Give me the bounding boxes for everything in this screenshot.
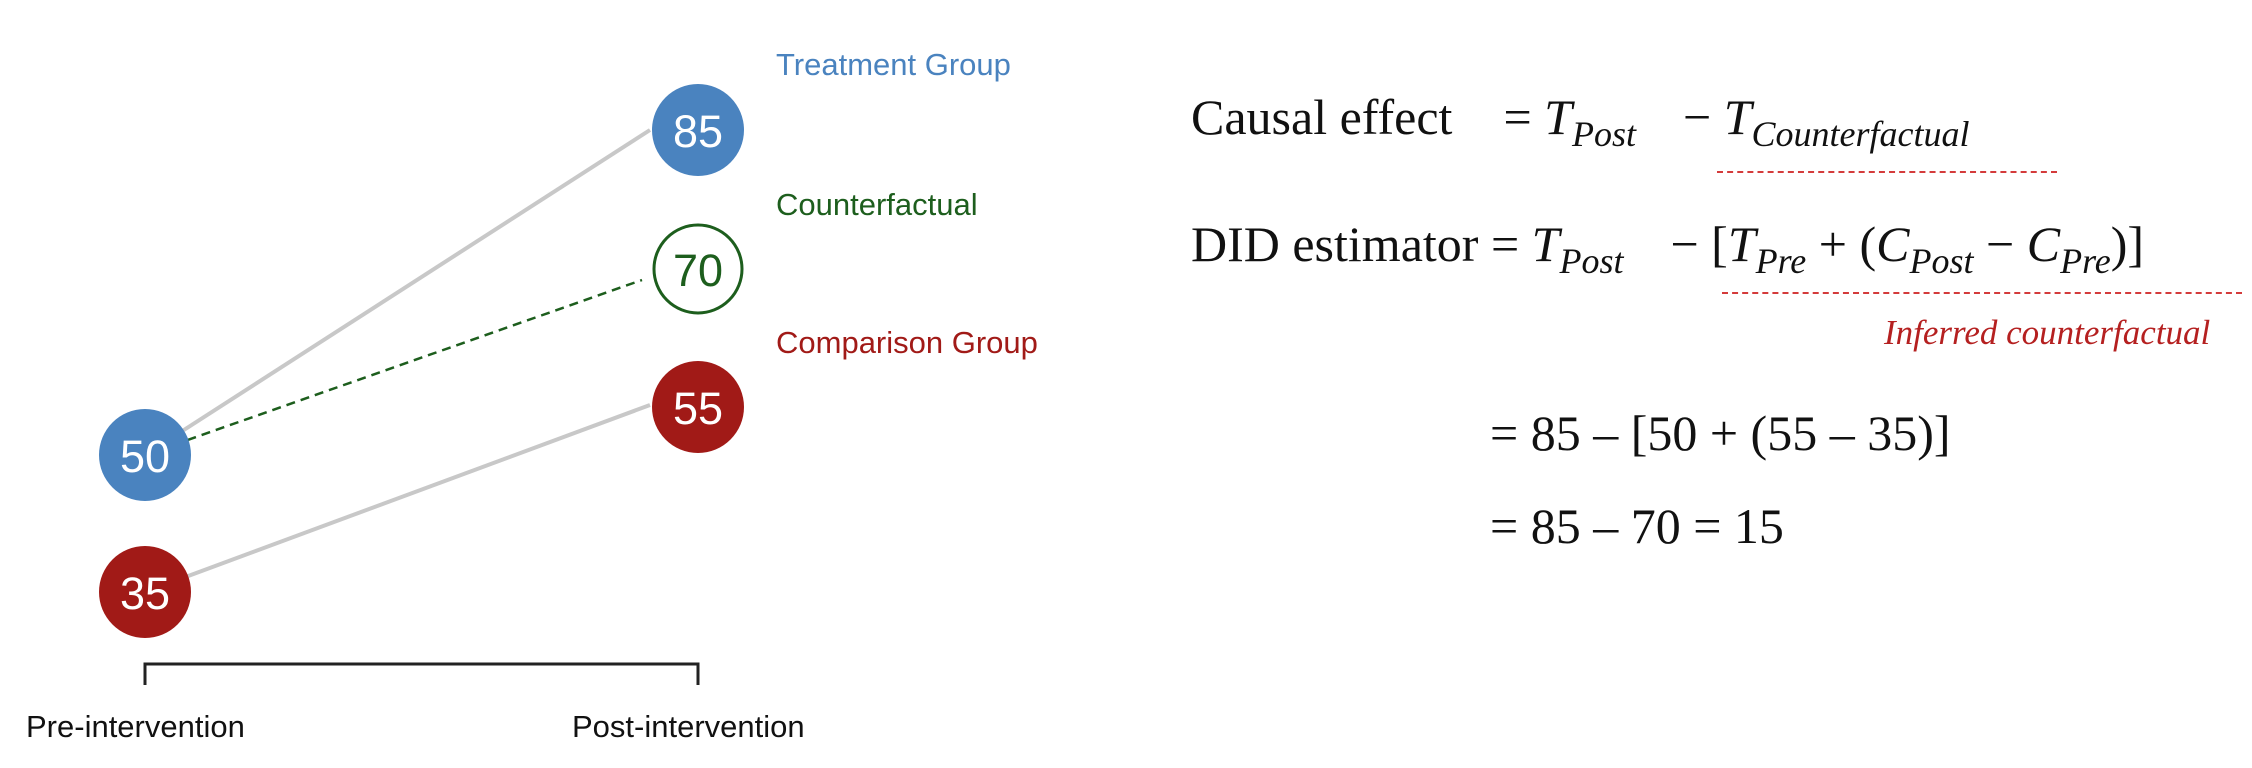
close-bracket: )] (2110, 216, 2145, 272)
time-axis-bracket (143, 662, 700, 685)
counterfactual-subscript: Counterfactual (1751, 114, 1970, 154)
did-diagram: 85 70 55 50 35 Treatment Group Counterfa… (26, 47, 1038, 744)
c-pre-subscript: Pre (2060, 241, 2111, 281)
c-symbol: C (2026, 216, 2061, 272)
computation-step-2: = 85 – 70 = 15 (1490, 498, 1784, 554)
counterfactual-underline (1717, 171, 2057, 173)
t-symbol: T (1727, 216, 1756, 272)
t-symbol: T (1723, 89, 1752, 145)
minus-sign: − (1682, 89, 1712, 145)
comparison-trend-line (144, 403, 651, 594)
did-estimator-equation: DID estimator = TPost − [TPre + (CPost −… (1191, 215, 2145, 281)
treatment-group-label: Treatment Group (776, 47, 1011, 82)
treatment-pre-value: 50 (120, 431, 170, 482)
inferred-counterfactual-note: Inferred counterfactual (1884, 313, 2211, 352)
comparison-post-node: 55 (652, 361, 744, 453)
causal-effect-label: Causal effect (1191, 89, 1453, 145)
t-symbol: T (1531, 216, 1560, 272)
equals-sign: = (1503, 89, 1532, 145)
did-estimator-label: DID estimator (1191, 216, 1479, 272)
treatment-pre-node: 50 (99, 409, 191, 501)
treatment-post-value: 85 (673, 106, 723, 157)
t-symbol: T (1544, 89, 1572, 145)
minus-sign: − (1986, 216, 2015, 272)
counterfactual-post-node: 70 (652, 223, 744, 315)
comparison-post-value: 55 (673, 383, 723, 434)
treatment-trend-line (143, 128, 652, 457)
plus-sign: + (1818, 216, 1847, 272)
counterfactual-post-value: 70 (673, 245, 723, 296)
causal-effect-equation: Causal effect = TPost − TCounterfactual (1191, 88, 1970, 154)
inferred-counterfactual-underline (1722, 292, 2242, 294)
c-post-subscript: Post (1909, 241, 1974, 281)
open-paren: ( (1859, 216, 1877, 272)
counterfactual-trend-line (144, 278, 643, 457)
post-intervention-label: Post-intervention (572, 709, 805, 744)
comparison-group-label: Comparison Group (776, 325, 1038, 360)
pre-intervention-label: Pre-intervention (26, 709, 245, 744)
computation-step-1: = 85 – [50 + (55 – 35)] (1490, 405, 1951, 461)
equals-sign: = (1490, 216, 1520, 272)
minus-sign: − (1670, 216, 1699, 272)
post-subscript: Post (1571, 114, 1636, 154)
comparison-pre-node: 35 (99, 546, 191, 638)
treatment-post-node: 85 (652, 84, 744, 176)
comparison-pre-value: 35 (120, 568, 170, 619)
pre-subscript: Pre (1755, 241, 1807, 281)
c-symbol: C (1876, 216, 1910, 272)
post-subscript: Post (1559, 241, 1624, 281)
open-bracket: [ (1711, 216, 1728, 272)
counterfactual-label: Counterfactual (776, 187, 978, 222)
